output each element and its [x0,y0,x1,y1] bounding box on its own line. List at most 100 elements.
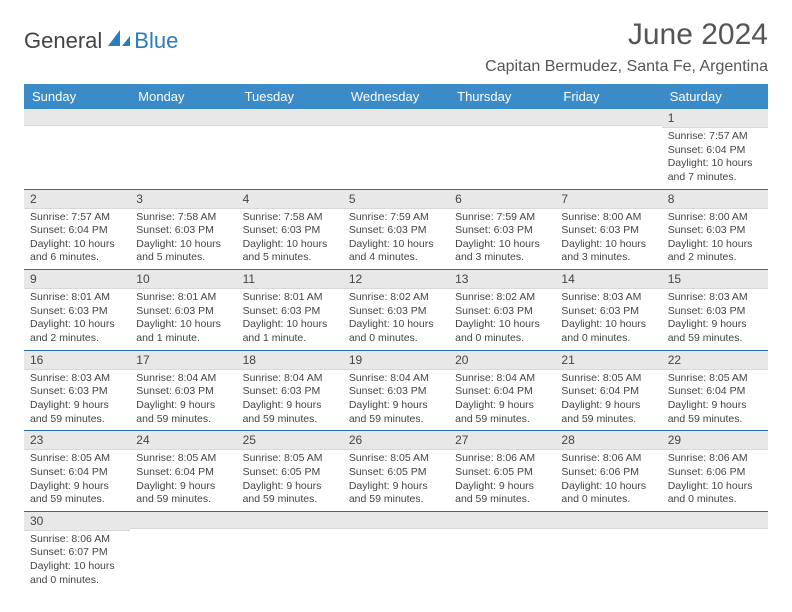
day-detail: Sunrise: 8:05 AMSunset: 6:04 PMDaylight:… [662,370,768,431]
day-number-bar [237,109,343,126]
sunset-text: Sunset: 6:03 PM [243,385,337,399]
day-detail: Sunrise: 8:03 AMSunset: 6:03 PMDaylight:… [662,289,768,350]
calendar-week-row: 1Sunrise: 7:57 AMSunset: 6:04 PMDaylight… [24,109,768,189]
calendar-day-cell: 2Sunrise: 7:57 AMSunset: 6:04 PMDaylight… [24,189,130,270]
calendar-day-cell [237,511,343,591]
sunrise-text: Sunrise: 8:05 AM [561,372,655,386]
sunset-text: Sunset: 6:03 PM [349,224,443,238]
sunset-text: Sunset: 6:03 PM [455,224,549,238]
day-number: 14 [555,270,661,289]
daylight-text: Daylight: 10 hours and 0 minutes. [561,318,655,345]
day-number: 6 [449,190,555,209]
day-number: 9 [24,270,130,289]
calendar-day-cell: 18Sunrise: 8:04 AMSunset: 6:03 PMDayligh… [237,350,343,431]
calendar-day-cell: 6 Sunrise: 7:59 AMSunset: 6:03 PMDaylight… [449,189,555,270]
calendar-day-cell [343,511,449,591]
sunrise-text: Sunrise: 7:57 AM [30,211,124,225]
day-detail: Sunrise: 8:00 AMSunset: 6:03 PMDaylight:… [555,209,661,270]
weekday-header: Sunday [24,84,130,109]
daylight-text: Daylight: 10 hours and 3 minutes. [455,238,549,265]
day-number: 16 [24,351,130,370]
day-detail: Sunrise: 8:02 AMSunset: 6:03 PMDaylight:… [343,289,449,350]
day-number: 7 [555,190,661,209]
calendar-day-cell: 13Sunrise: 8:02 AMSunset: 6:03 PMDayligh… [449,270,555,351]
sunset-text: Sunset: 6:03 PM [349,385,443,399]
daylight-text: Daylight: 10 hours and 0 minutes. [30,560,124,587]
daylight-text: Daylight: 10 hours and 1 minute. [243,318,337,345]
day-number: 21 [555,351,661,370]
day-detail: Sunrise: 7:57 AMSunset: 6:04 PMDaylight:… [24,209,130,270]
calendar-day-cell: 3Sunrise: 7:58 AMSunset: 6:03 PMDaylight… [130,189,236,270]
day-number: 13 [449,270,555,289]
day-number: 17 [130,351,236,370]
day-number-bar [130,512,236,529]
daylight-text: Daylight: 10 hours and 5 minutes. [243,238,337,265]
daylight-text: Daylight: 10 hours and 3 minutes. [561,238,655,265]
day-detail: Sunrise: 7:59 AMSunset: 6:03 PMDaylight:… [343,209,449,270]
daylight-text: Daylight: 10 hours and 0 minutes. [455,318,549,345]
calendar-day-cell: 4Sunrise: 7:58 AMSunset: 6:03 PMDaylight… [237,189,343,270]
sunset-text: Sunset: 6:03 PM [30,305,124,319]
day-number-bar [237,512,343,529]
day-detail: Sunrise: 8:06 AMSunset: 6:07 PMDaylight:… [24,531,130,592]
sunset-text: Sunset: 6:04 PM [668,144,762,158]
calendar-week-row: 9Sunrise: 8:01 AMSunset: 6:03 PMDaylight… [24,270,768,351]
sunrise-text: Sunrise: 8:01 AM [30,291,124,305]
calendar-day-cell: 15Sunrise: 8:03 AMSunset: 6:03 PMDayligh… [662,270,768,351]
sunset-text: Sunset: 6:05 PM [349,466,443,480]
daylight-text: Daylight: 9 hours and 59 minutes. [30,480,124,507]
sunset-text: Sunset: 6:04 PM [30,466,124,480]
sunset-text: Sunset: 6:05 PM [455,466,549,480]
day-number: 19 [343,351,449,370]
sunset-text: Sunset: 6:05 PM [243,466,337,480]
day-detail: Sunrise: 8:06 AMSunset: 6:05 PMDaylight:… [449,450,555,511]
day-detail: Sunrise: 8:01 AMSunset: 6:03 PMDaylight:… [237,289,343,350]
day-number-bar [449,512,555,529]
calendar-day-cell: 22Sunrise: 8:05 AMSunset: 6:04 PMDayligh… [662,350,768,431]
sunrise-text: Sunrise: 7:59 AM [455,211,549,225]
sunset-text: Sunset: 6:03 PM [668,224,762,238]
day-detail: Sunrise: 8:05 AMSunset: 6:04 PMDaylight:… [130,450,236,511]
weekday-header: Wednesday [343,84,449,109]
daylight-text: Daylight: 9 hours and 59 minutes. [243,399,337,426]
calendar-day-cell: 10Sunrise: 8:01 AMSunset: 6:03 PMDayligh… [130,270,236,351]
daylight-text: Daylight: 9 hours and 59 minutes. [243,480,337,507]
calendar-day-cell [555,109,661,189]
sunrise-text: Sunrise: 8:06 AM [30,533,124,547]
sunrise-text: Sunrise: 8:00 AM [561,211,655,225]
sunset-text: Sunset: 6:06 PM [561,466,655,480]
calendar-day-cell: 14 Sunrise: 8:03 AMSunset: 6:03 PMDayligh… [555,270,661,351]
day-number-bar [130,109,236,126]
day-detail: Sunrise: 7:58 AMSunset: 6:03 PMDaylight:… [130,209,236,270]
calendar-day-cell: 25Sunrise: 8:05 AMSunset: 6:05 PMDayligh… [237,431,343,512]
calendar-day-cell: 11Sunrise: 8:01 AMSunset: 6:03 PMDayligh… [237,270,343,351]
sunrise-text: Sunrise: 8:03 AM [561,291,655,305]
daylight-text: Daylight: 10 hours and 4 minutes. [349,238,443,265]
day-number: 8 [662,190,768,209]
sunset-text: Sunset: 6:04 PM [668,385,762,399]
day-detail: Sunrise: 8:05 AMSunset: 6:05 PMDaylight:… [237,450,343,511]
day-number: 27 [449,431,555,450]
day-detail: Sunrise: 8:05 AMSunset: 6:04 PMDaylight:… [555,370,661,431]
daylight-text: Daylight: 10 hours and 0 minutes. [668,480,762,507]
sunrise-text: Sunrise: 8:06 AM [455,452,549,466]
daylight-text: Daylight: 9 hours and 59 minutes. [561,399,655,426]
calendar-day-cell: 20Sunrise: 8:04 AMSunset: 6:04 PMDayligh… [449,350,555,431]
sunset-text: Sunset: 6:03 PM [561,305,655,319]
logo-text-blue: Blue [134,28,178,54]
sunrise-text: Sunrise: 8:05 AM [136,452,230,466]
daylight-text: Daylight: 10 hours and 6 minutes. [30,238,124,265]
day-detail: Sunrise: 8:01 AMSunset: 6:03 PMDaylight:… [130,289,236,350]
sunrise-text: Sunrise: 7:58 AM [243,211,337,225]
sunrise-text: Sunrise: 8:04 AM [349,372,443,386]
sunrise-text: Sunrise: 8:02 AM [455,291,549,305]
calendar-day-cell [449,511,555,591]
calendar-day-cell: 28Sunrise: 8:06 AMSunset: 6:06 PMDayligh… [555,431,661,512]
calendar-day-cell: 17Sunrise: 8:04 AMSunset: 6:03 PMDayligh… [130,350,236,431]
sunrise-text: Sunrise: 8:02 AM [349,291,443,305]
day-number-bar [449,109,555,126]
sunset-text: Sunset: 6:07 PM [30,546,124,560]
day-number: 30 [24,512,130,531]
day-detail: Sunrise: 8:04 AMSunset: 6:03 PMDaylight:… [130,370,236,431]
calendar-day-cell [130,109,236,189]
